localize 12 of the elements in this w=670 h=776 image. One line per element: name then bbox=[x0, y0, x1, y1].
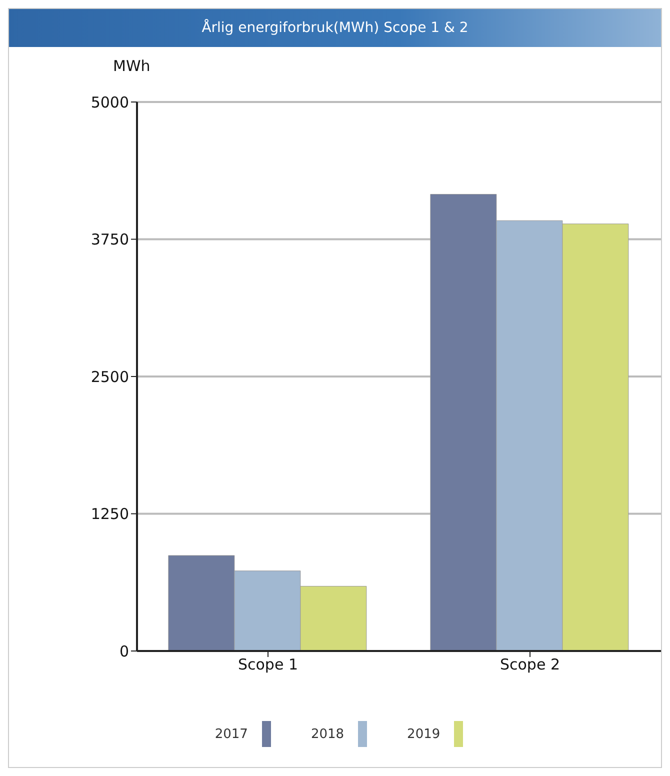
x-tick-label: Scope 1 bbox=[238, 656, 298, 674]
y-axis-title: MWh bbox=[113, 57, 150, 75]
chart-title: Årlig energiforbruk(MWh) Scope 1 & 2 bbox=[9, 9, 661, 47]
legend-label: 2019 bbox=[407, 726, 440, 742]
y-tick-label: 3750 bbox=[90, 230, 129, 249]
legend-label: 2018 bbox=[310, 726, 344, 742]
y-tick-label: 5000 bbox=[90, 93, 129, 112]
y-tick-label: 0 bbox=[119, 642, 129, 660]
x-tick-label: Scope 2 bbox=[500, 656, 560, 674]
y-tick-label: 1250 bbox=[90, 505, 129, 524]
legend-label: 2017 bbox=[214, 726, 248, 742]
y-tick-label: 2500 bbox=[90, 368, 129, 386]
